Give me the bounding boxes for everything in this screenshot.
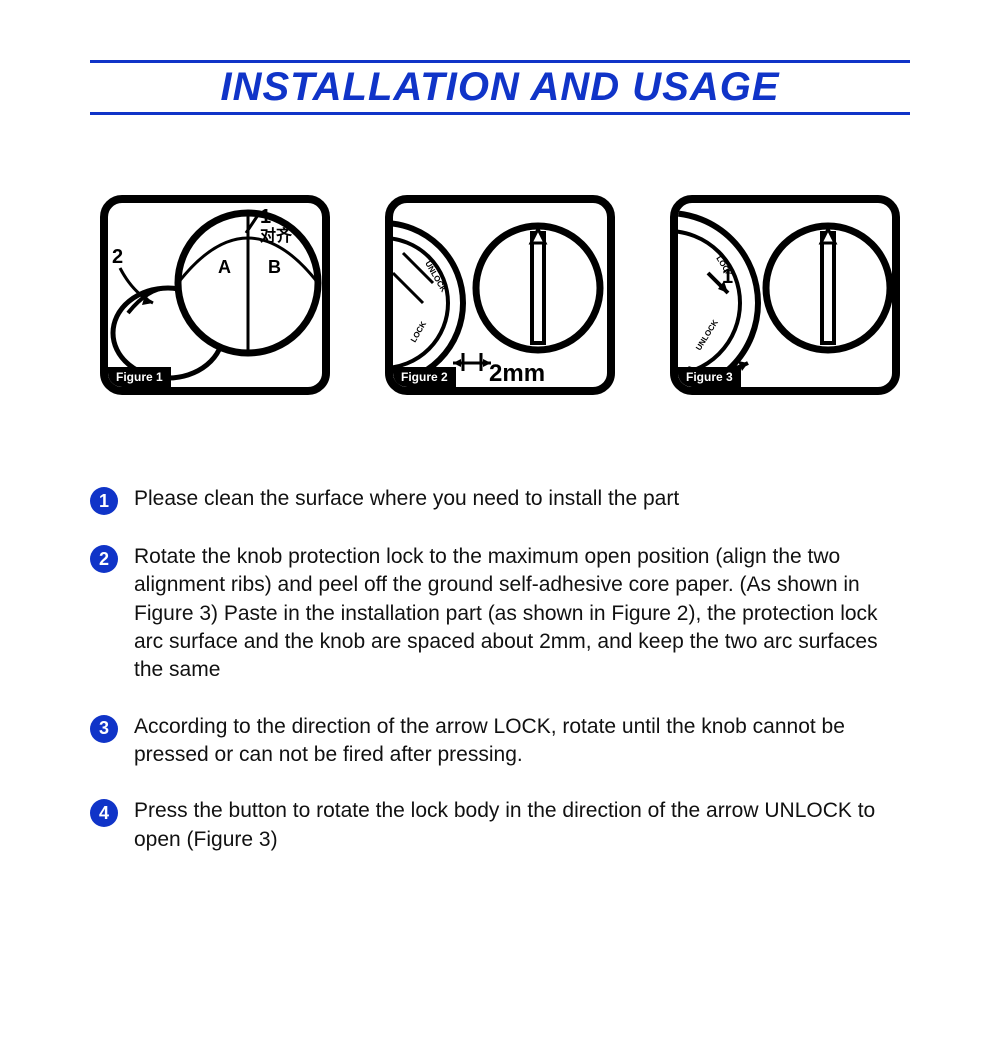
figure-2-label: Figure 2 [393,367,456,387]
figure-2: UNLOCK LOCK 2mm Figure 2 [385,195,615,395]
list-item: 3 According to the direction of the arro… [90,713,910,770]
svg-text:1: 1 [260,206,271,228]
svg-text:B: B [268,257,281,277]
figure-2-svg: UNLOCK LOCK 2mm [393,203,607,387]
figure-3-svg: LOCK UNLOCK 1 2 [678,203,892,387]
page-title: INSTALLATION AND USAGE [90,65,910,110]
step-badge: 3 [90,715,118,743]
figure-3: LOCK UNLOCK 1 2 Figure 3 [670,195,900,395]
title-banner: INSTALLATION AND USAGE [90,60,910,115]
steps-list: 1 Please clean the surface where you nee… [90,485,910,854]
list-item: 4 Press the button to rotate the lock bo… [90,797,910,854]
step-text: Rotate the knob protection lock to the m… [134,543,910,685]
step-badge: 4 [90,799,118,827]
svg-text:1: 1 [722,266,733,288]
figure-1-label: Figure 1 [108,367,171,387]
list-item: 2 Rotate the knob protection lock to the… [90,543,910,685]
svg-text:2mm: 2mm [489,360,545,387]
step-badge: 2 [90,545,118,573]
step-badge: 1 [90,487,118,515]
figures-row: 1 对齐 A B 2 Figure 1 UNLOCK LOCK [100,195,900,395]
svg-text:A: A [218,257,231,277]
figure-1: 1 对齐 A B 2 Figure 1 [100,195,330,395]
step-text: Press the button to rotate the lock body… [134,797,910,854]
svg-text:对齐: 对齐 [260,226,293,245]
step-text: Please clean the surface where you need … [134,485,679,513]
figure-3-label: Figure 3 [678,367,741,387]
figure-1-svg: 1 对齐 A B 2 [108,203,322,387]
svg-text:2: 2 [112,246,123,268]
list-item: 1 Please clean the surface where you nee… [90,485,910,515]
step-text: According to the direction of the arrow … [134,713,910,770]
